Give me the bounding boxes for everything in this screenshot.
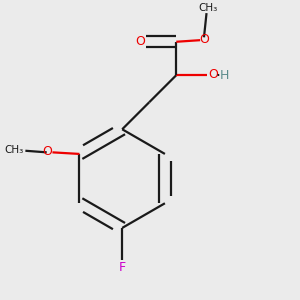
Text: H: H [220, 69, 230, 82]
Text: CH₃: CH₃ [199, 3, 218, 13]
Text: ·: · [215, 69, 220, 84]
Text: F: F [118, 261, 126, 274]
Text: O: O [135, 34, 145, 48]
Text: O: O [199, 33, 209, 46]
Text: O: O [42, 145, 52, 158]
Text: O: O [208, 68, 218, 81]
Text: CH₃: CH₃ [4, 145, 24, 155]
